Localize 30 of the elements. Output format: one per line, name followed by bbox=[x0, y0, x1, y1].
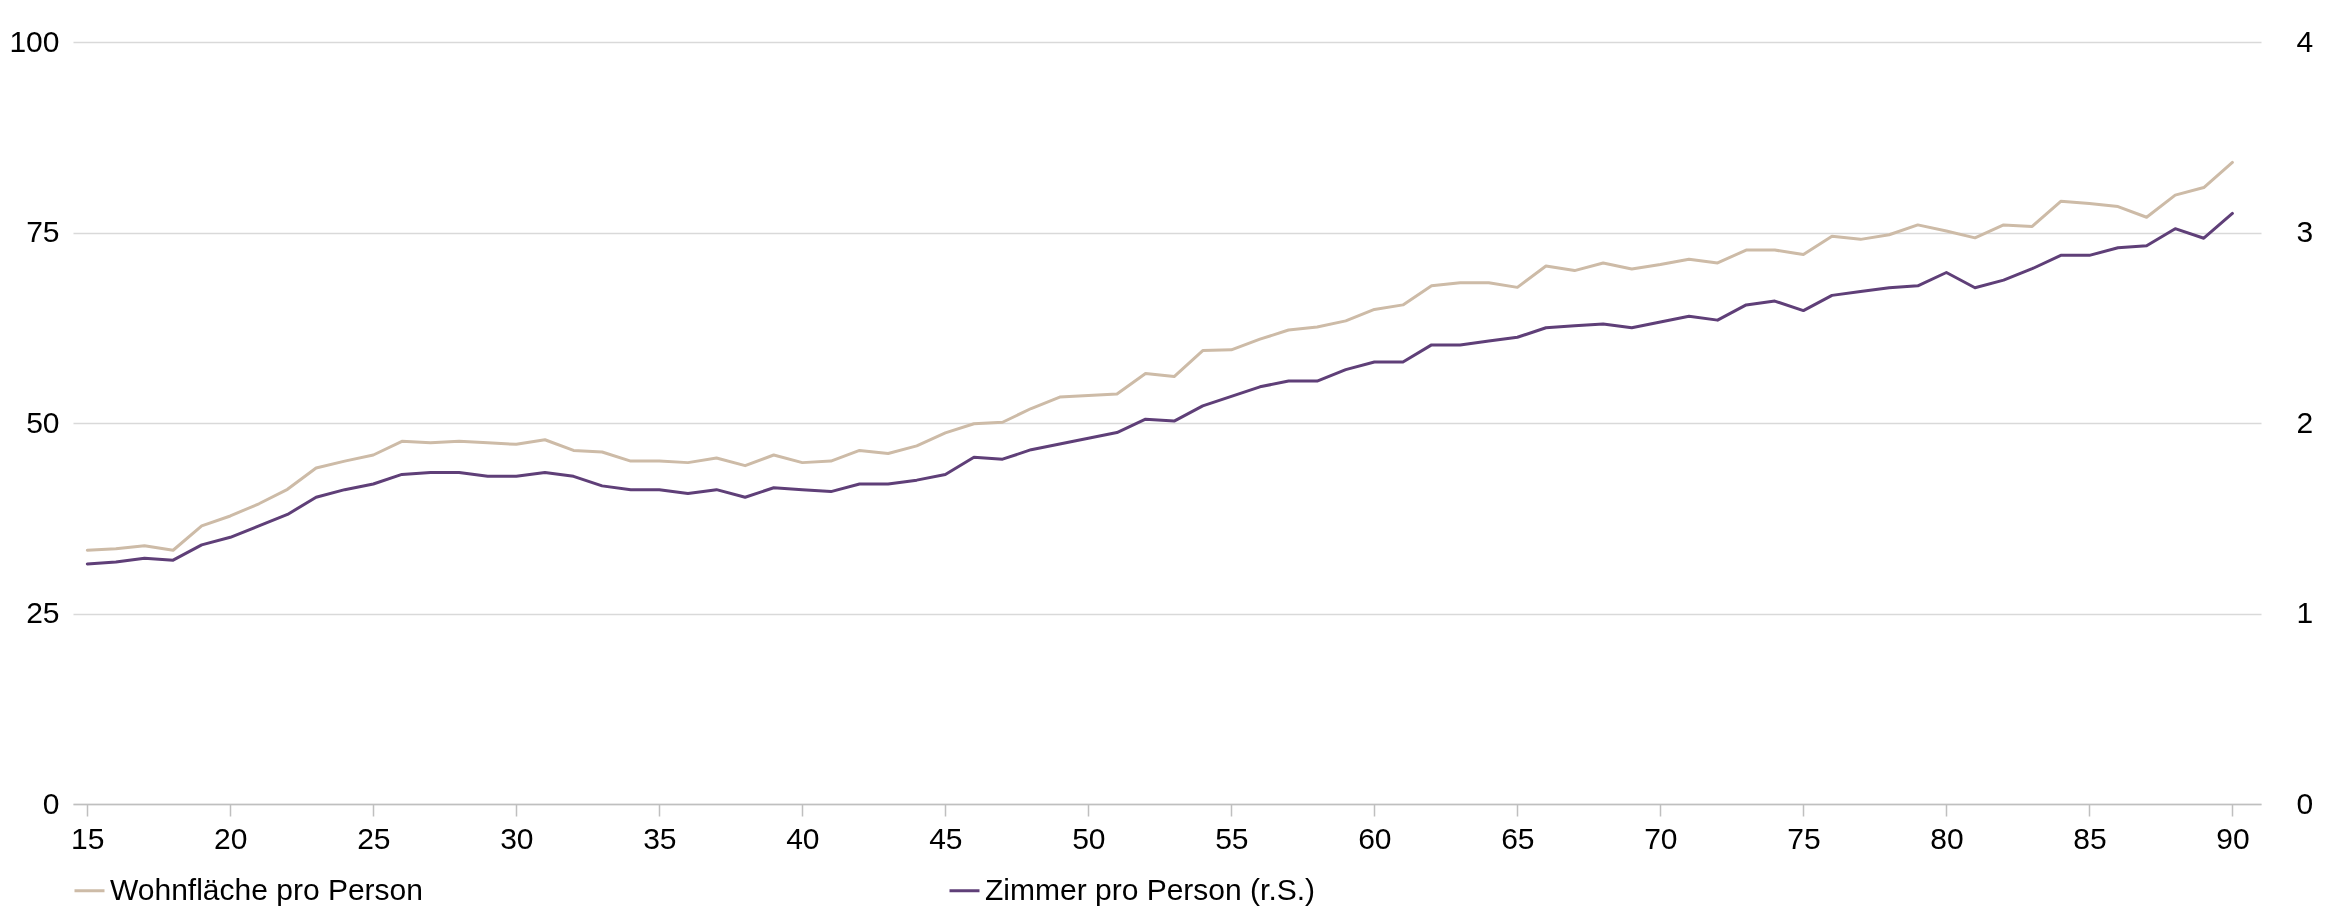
x-tick-label: 90 bbox=[2216, 821, 2250, 855]
x-tick-label: 35 bbox=[643, 821, 677, 855]
y-tick-label: 0 bbox=[42, 786, 60, 820]
x-tick-label: 55 bbox=[1215, 821, 1249, 855]
y2-tick-label: 3 bbox=[2296, 215, 2314, 248]
x-tick-label: 30 bbox=[500, 821, 534, 855]
x-tick-label: 80 bbox=[1930, 821, 1964, 855]
x-tick-label: 25 bbox=[357, 821, 391, 855]
x-tick-label: 75 bbox=[1787, 821, 1821, 855]
y-tick-label: 50 bbox=[26, 405, 60, 439]
x-tick-label: 65 bbox=[1501, 821, 1535, 855]
y-tick-label: 75 bbox=[26, 215, 60, 248]
x-tick-label: 15 bbox=[71, 821, 105, 855]
x-tick-label: 70 bbox=[1644, 821, 1678, 855]
y2-tick-label: 1 bbox=[2296, 596, 2314, 629]
x-tick-label: 45 bbox=[929, 821, 963, 855]
y2-tick-label: 0 bbox=[2296, 786, 2314, 820]
y2-tick-label: 4 bbox=[2296, 24, 2314, 58]
y2-tick-label: 2 bbox=[2296, 405, 2314, 439]
line-series bbox=[85, 160, 2234, 552]
x-tick-label: 20 bbox=[214, 821, 248, 855]
x-tick-label: 60 bbox=[1358, 821, 1392, 855]
y-tick-label: 25 bbox=[26, 596, 60, 629]
legend-label: Zimmer pro Person (r.S.) bbox=[985, 872, 1316, 906]
legend-label: Wohnfläche pro Person bbox=[110, 872, 423, 906]
line-series bbox=[85, 211, 2234, 566]
y-tick-label: 100 bbox=[9, 24, 60, 58]
x-tick-label: 50 bbox=[1072, 821, 1106, 855]
x-tick-label: 85 bbox=[2073, 821, 2107, 855]
x-tick-label: 40 bbox=[786, 821, 820, 855]
